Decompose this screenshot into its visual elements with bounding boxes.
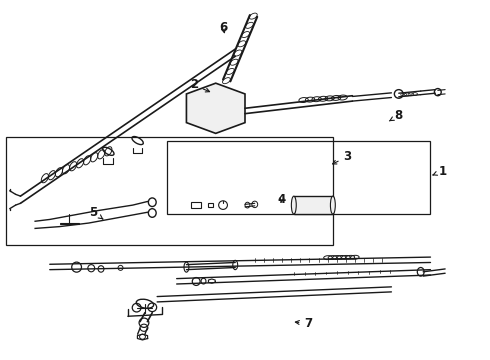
Ellipse shape [292, 196, 296, 214]
Text: 7: 7 [295, 317, 313, 330]
Polygon shape [294, 196, 333, 214]
Text: 2: 2 [190, 78, 210, 92]
Text: 8: 8 [390, 109, 403, 122]
Text: 3: 3 [333, 150, 351, 164]
Text: 6: 6 [219, 21, 227, 34]
Polygon shape [186, 83, 245, 134]
Text: 4: 4 [277, 193, 286, 206]
Text: 5: 5 [90, 206, 103, 219]
Text: 1: 1 [433, 165, 447, 177]
Ellipse shape [330, 196, 335, 214]
